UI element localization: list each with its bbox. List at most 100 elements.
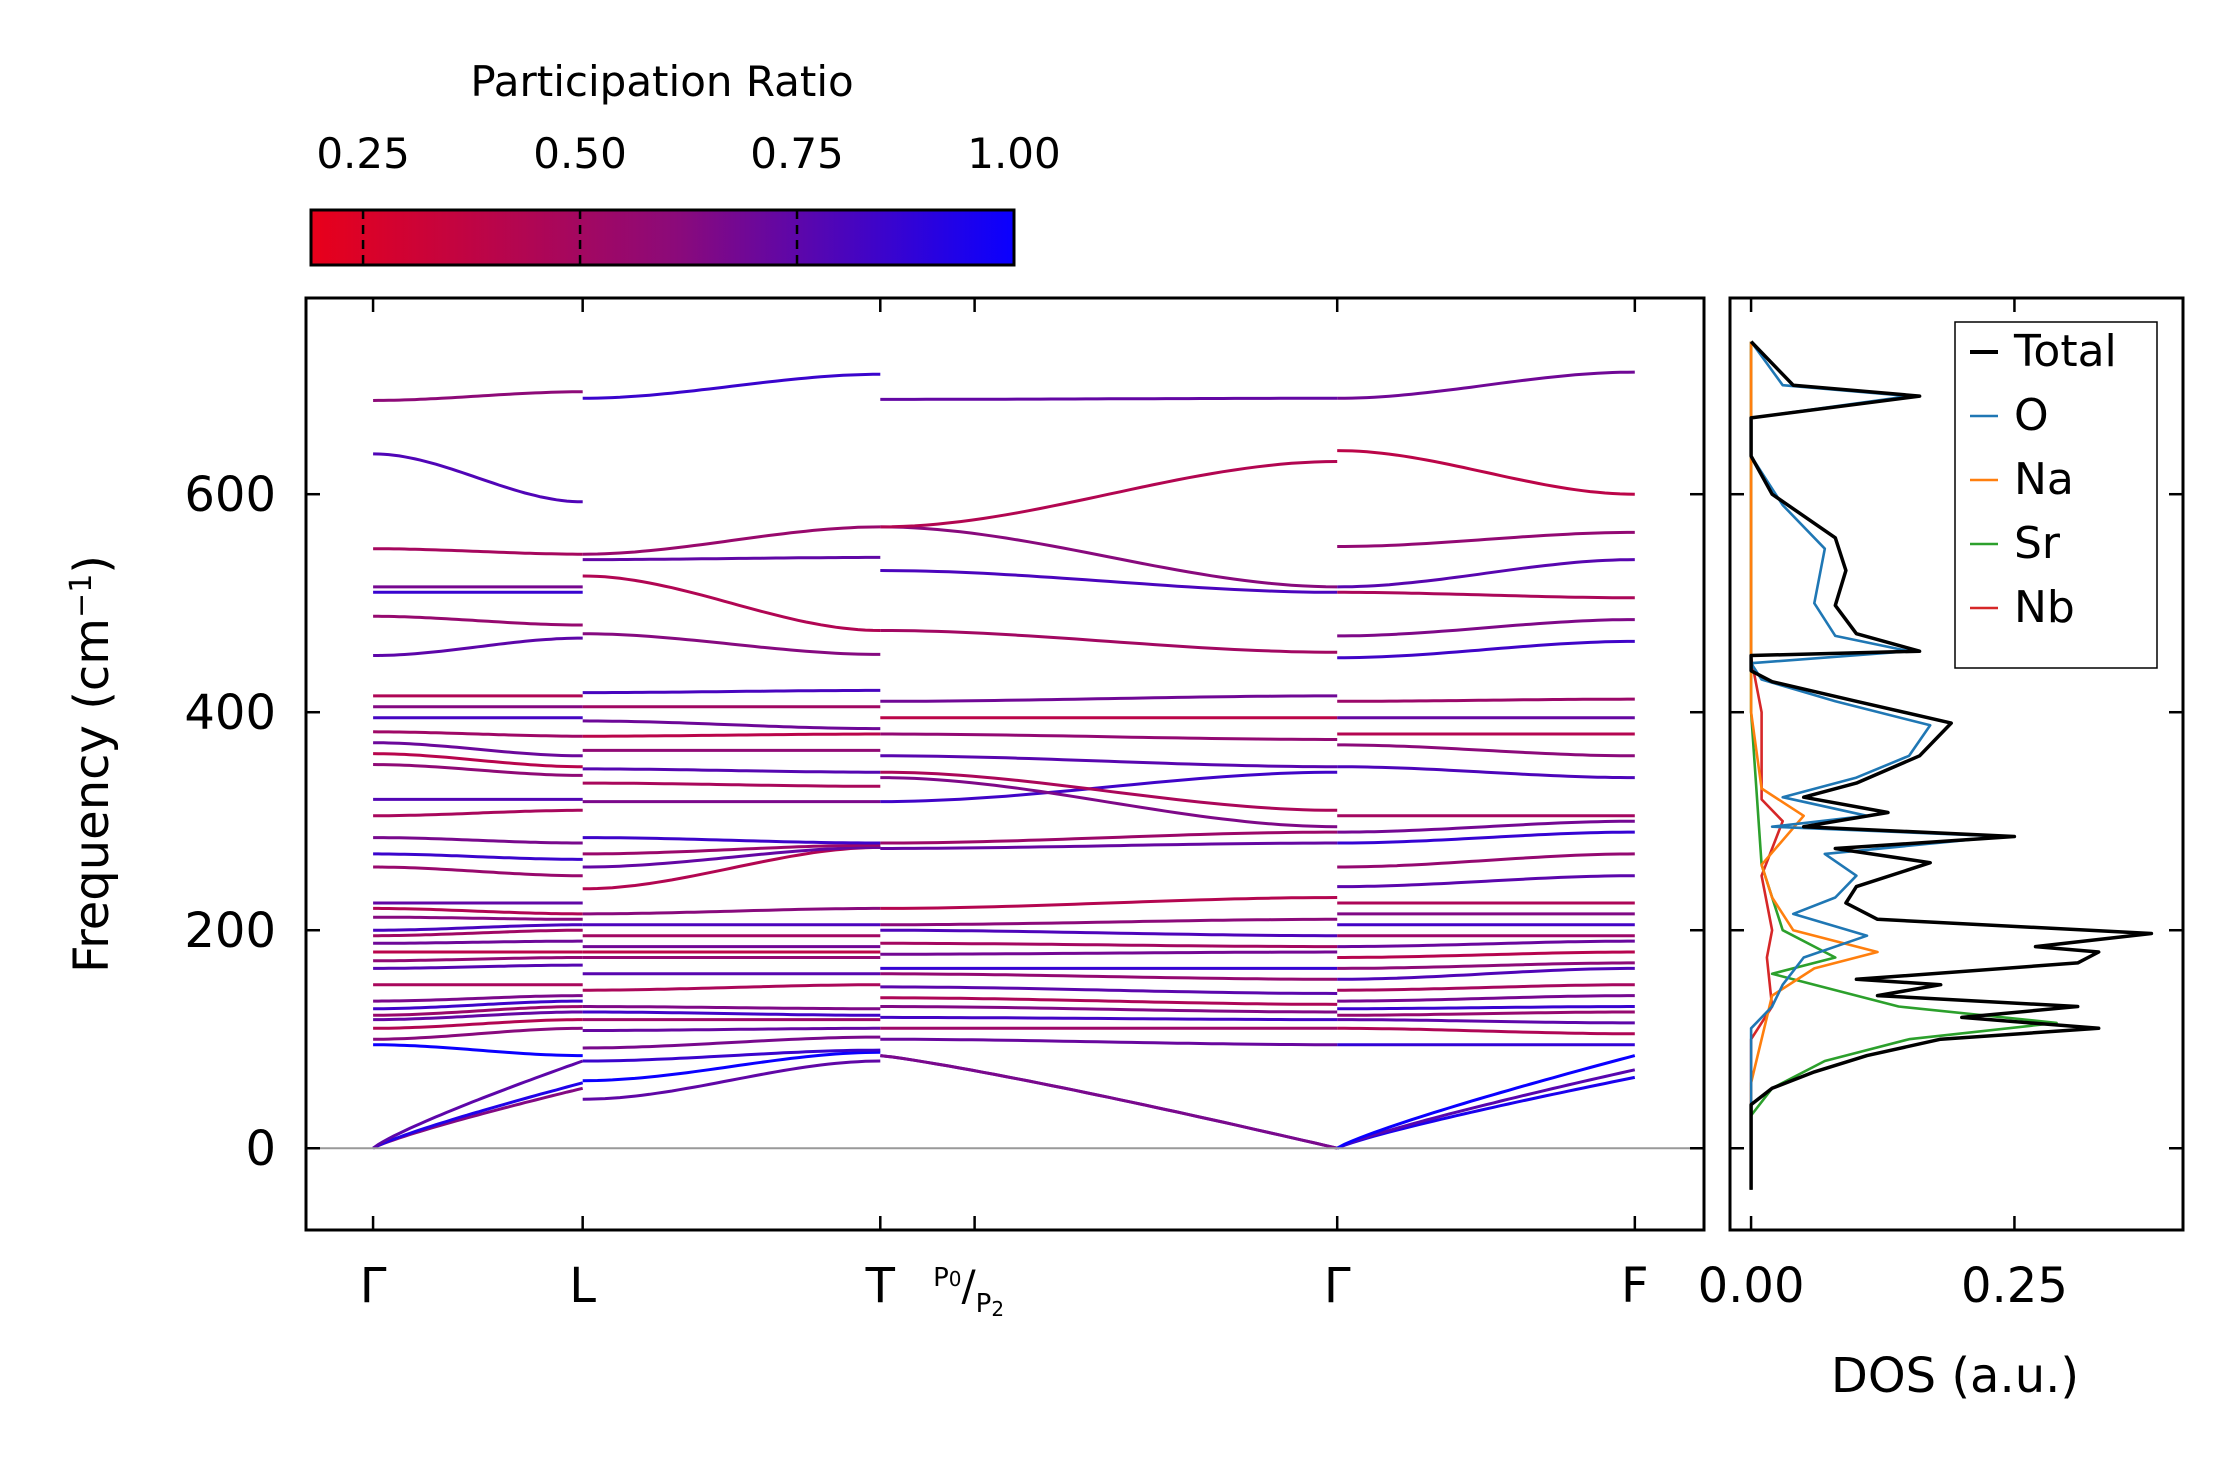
band-line: [582, 767, 881, 774]
k-point-label: T: [865, 1258, 896, 1314]
band-line: [1337, 830, 1635, 845]
band-line: [373, 390, 583, 402]
k-point-label-part: P: [976, 1289, 992, 1319]
band-line: [1337, 1018, 1635, 1025]
band-line: [1337, 1010, 1635, 1017]
dos-panel: 0.00 0.25 DOS (a.u.) Total O Na Sr Nb: [1698, 296, 2185, 1404]
k-point-label-p0-p2: P0/P2: [933, 1261, 1004, 1321]
band-line: [1337, 874, 1635, 889]
k-point-label: L: [569, 1258, 596, 1314]
band-line: [373, 452, 583, 504]
band-line: [880, 1054, 1338, 1150]
legend-box: [1954, 321, 2158, 669]
band-line: [373, 1010, 583, 1022]
band-line: [373, 741, 583, 758]
band-plot-frame: [304, 296, 1706, 1232]
band-line: [373, 752, 583, 769]
band-line: [1337, 939, 1635, 949]
band-line: [1337, 950, 1635, 959]
band-line: [582, 845, 881, 869]
band-line: [582, 555, 881, 562]
k-point-label-part: 0: [949, 1267, 962, 1291]
legend-label-total: Total: [2013, 326, 2117, 377]
colorbar-tick-label: 0.50: [533, 129, 627, 178]
band-line: [582, 732, 881, 738]
band-line: [582, 688, 881, 695]
band-line: [880, 928, 1338, 938]
band-line: [373, 963, 583, 970]
band-line: [373, 865, 583, 878]
band-line: [1337, 819, 1635, 834]
band-line: [372, 1059, 584, 1150]
band-line: [1336, 1068, 1636, 1150]
band-line: [1337, 370, 1635, 400]
band-line: [373, 994, 583, 1003]
band-line: [880, 396, 1338, 401]
band-line: [582, 906, 881, 916]
band-line: [373, 614, 583, 627]
k-point-label: Γ: [1324, 1258, 1351, 1314]
band-line: [373, 547, 583, 556]
band-line: [1336, 1054, 1636, 1150]
band-line: [582, 525, 881, 556]
k-point-label-part: /: [962, 1261, 977, 1310]
band-line: [1337, 994, 1635, 1003]
band-line: [1337, 765, 1635, 780]
legend-label-sr: Sr: [2014, 518, 2061, 569]
dos-tick-label: 0.00: [1698, 1258, 1805, 1314]
k-path-ticks: Γ L T P0/P2 Γ F: [360, 298, 1649, 1321]
band-line: [1337, 743, 1635, 758]
colorbar-tick-label: 0.25: [316, 129, 410, 178]
band-line: [880, 1015, 1338, 1022]
band-line: [582, 843, 881, 856]
band-line: [880, 732, 1338, 741]
band-line: [1337, 697, 1635, 703]
band-line: [582, 1005, 881, 1011]
k-point-label: Γ: [360, 1258, 387, 1314]
band-line: [880, 841, 1338, 850]
band-line: [373, 730, 583, 738]
band-line: [373, 999, 583, 1011]
band-line: [582, 983, 881, 992]
band-line: [880, 1005, 1338, 1014]
dos-axis-ticks: 0.00 0.25: [1698, 298, 2068, 1314]
band-line: [373, 928, 583, 938]
k-point-label-part: P: [933, 1263, 949, 1293]
k-point-label-part: 2: [991, 1297, 1004, 1321]
band-line: [880, 770, 1338, 812]
band-line: [373, 915, 583, 921]
band-line: [1337, 530, 1635, 548]
band-line: [582, 1059, 881, 1101]
band-line: [373, 906, 583, 916]
frequency-tick-label: 400: [184, 685, 276, 741]
band-line: [373, 1005, 583, 1017]
band-line: [372, 1081, 584, 1150]
band-line: [880, 985, 1338, 995]
band-line: [1337, 618, 1635, 638]
dos-frequency-ticks: [1730, 492, 2183, 1150]
ylabel-close: ): [64, 555, 120, 574]
k-point-label: F: [1621, 1258, 1649, 1314]
band-line: [372, 1086, 584, 1150]
ylabel-main: Frequency (cm: [64, 618, 120, 973]
band-line: [582, 845, 881, 891]
colorbar-tick-label: 0.75: [750, 129, 844, 178]
band-line: [582, 781, 881, 788]
band-line: [373, 836, 583, 845]
band-line: [1337, 449, 1635, 496]
band-line: [1337, 961, 1635, 970]
legend-label-nb: Nb: [2014, 582, 2075, 633]
band-line: [582, 1050, 881, 1083]
colorbar-title: Participation Ratio: [470, 57, 853, 106]
frequency-tick-label: 0: [245, 1121, 276, 1177]
band-line: [373, 636, 583, 657]
ylabel-superscript: −1: [64, 574, 99, 618]
band-line: [880, 1054, 1338, 1150]
band-line: [1337, 1026, 1635, 1036]
colorbar: Participation Ratio 0.25 0.50 0.75 1.00: [309, 57, 1061, 267]
frequency-tick-label: 600: [184, 467, 276, 523]
band-line: [373, 956, 583, 963]
band-line: [1337, 1005, 1635, 1011]
band-line: [880, 972, 1338, 981]
